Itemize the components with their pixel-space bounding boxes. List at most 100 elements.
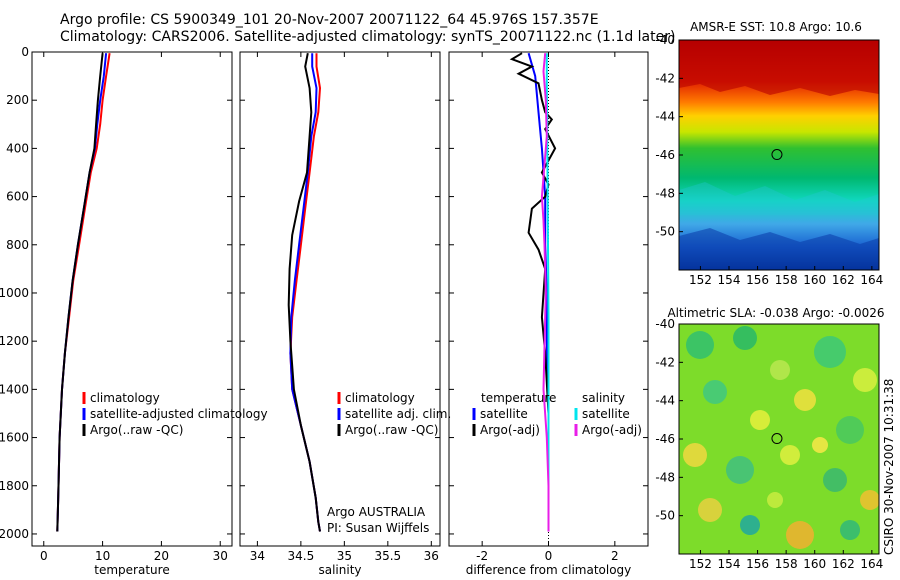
salinity-legend: climatology satellite adj. clim. Argo(..… (327, 391, 451, 535)
legend-header-salinity: salinity (582, 391, 625, 405)
argo-position-marker (771, 149, 783, 161)
plot-frame (239, 51, 441, 547)
map-x-tick-label: 164 (860, 557, 883, 571)
map-x-tick-label: 152 (689, 557, 712, 571)
y-tick-label: 0 (21, 45, 29, 59)
sla-anomaly-patch (836, 416, 864, 444)
sla-anomaly-patch (823, 468, 847, 492)
map-x-tick-label: 162 (832, 273, 855, 287)
sla-anomaly-patch (683, 443, 707, 467)
x-tick-label: -2 (476, 549, 488, 563)
map-y-tick-label: -50 (655, 509, 675, 523)
legend-satellite-adj: satellite adj. clim. (345, 407, 451, 421)
sla-anomaly-patch (733, 326, 757, 350)
sla-anomaly-patch (812, 437, 828, 453)
map-x-tick-label: 160 (803, 557, 826, 571)
sla-anomaly-patch (767, 492, 783, 508)
sla-anomaly-patch (703, 380, 727, 404)
legend-argo: Argo(..raw -QC) (90, 423, 183, 437)
legend-header-temperature: temperature (481, 391, 556, 405)
map-x-tick-label: 154 (718, 557, 741, 571)
legend-climatology: climatology (345, 391, 415, 405)
sst-cyan-band (679, 182, 879, 215)
map-x-tick-label: 164 (860, 273, 883, 287)
sst-map-title: AMSR-E SST: 10.8 Argo: 10.6 (690, 20, 862, 34)
x-tick-label: 36 (424, 549, 439, 563)
legend-satellite-adjusted: satellite-adjusted climatology (90, 407, 268, 421)
x-tick-label: 35 (337, 549, 352, 563)
credit-text: CSIRO 30-Nov-2007 10:31:38 (882, 379, 896, 555)
map-x-tick-label: 158 (775, 557, 798, 571)
sla-anomaly-patch (770, 360, 790, 380)
sst-map (679, 40, 879, 270)
difference-legend: temperature salinity satellite Argo(-adj… (472, 391, 642, 437)
legend-argo: Argo(..raw -QC) (345, 423, 438, 437)
y-tick-label: 1600 (0, 431, 29, 445)
map-y-tick-label: -44 (655, 394, 675, 408)
map-y-tick-label: -50 (655, 225, 675, 239)
series-salinity-satellite (545, 53, 550, 532)
sla-map-axes: 152 154 156 158 160 162 164 -40 -42 -44 -46 -48 -50 (655, 317, 883, 571)
y-tick-label: 600 (6, 190, 29, 204)
x-tick-label: 35.5 (374, 549, 401, 563)
legend-sal-argo: Argo(-adj) (582, 423, 642, 437)
sst-warm-band (679, 40, 879, 96)
map-y-tick-label: -46 (655, 432, 675, 446)
sla-anomaly-patch (814, 336, 846, 368)
sla-anomaly-patch (860, 490, 879, 510)
map-y-tick-label: -44 (655, 110, 675, 124)
x-axis-label: difference from climatology (466, 563, 632, 577)
map-y-tick-label: -48 (655, 186, 675, 200)
x-tick-label: 10 (95, 549, 110, 563)
y-tick-label: 1800 (0, 479, 29, 493)
sst-cold-band (679, 228, 879, 270)
sla-anomaly-patch (794, 389, 816, 411)
sst-map-axes: 152 154 156 158 160 162 164 -40 -42 -44 -46 -48 -50 (655, 33, 883, 287)
x-tick-label: 0 (40, 549, 48, 563)
map-x-tick-label: 158 (775, 273, 798, 287)
sla-anomaly-patch (726, 456, 754, 484)
y-tick-label: 1000 (0, 286, 29, 300)
legend-temp-satellite: satellite (480, 407, 528, 421)
map-x-tick-label: 156 (746, 273, 769, 287)
map-y-tick-label: -42 (655, 71, 675, 85)
map-y-tick-label: -46 (655, 148, 675, 162)
y-tick-label: 2000 (0, 527, 29, 541)
y-tick-label: 200 (6, 93, 29, 107)
x-tick-label: 20 (154, 549, 169, 563)
annotation-pi: PI: Susan Wijffels (327, 521, 429, 535)
header-line-1: Argo profile: CS 5900349_101 20-Nov-2007… (60, 12, 599, 28)
sla-anomaly-patch (853, 368, 877, 392)
sla-anomaly-patch (698, 498, 722, 522)
series-argo-raw-qc- (287, 53, 321, 532)
x-tick-label: 0 (545, 549, 553, 563)
sla-map (679, 324, 879, 554)
map-y-tick-label: -40 (655, 317, 675, 331)
sla-anomaly-patch (780, 445, 800, 465)
sla-anomaly-patch (786, 521, 814, 549)
y-tick-label: 1400 (0, 382, 29, 396)
series-argo-raw-qc- (56, 53, 104, 532)
salinity-panel: 34 34.5 35 35.5 36 salinity (239, 51, 441, 577)
y-tick-label: 800 (6, 238, 29, 252)
map-y-tick-label: -48 (655, 470, 675, 484)
x-tick-label: 2 (611, 549, 619, 563)
legend-temp-argo: Argo(-adj) (480, 423, 540, 437)
map-x-tick-label: 156 (746, 557, 769, 571)
header-line-2: Climatology: CARS2006. Satellite-adjuste… (60, 29, 676, 45)
x-tick-label: 34 (250, 549, 265, 563)
x-axis-label: temperature (94, 563, 169, 577)
sla-map-title: Altimetric SLA: -0.038 Argo: -0.0026 (667, 306, 884, 320)
sla-anomaly-patch (686, 331, 714, 359)
annotation-argo-australia: Argo AUSTRALIA (327, 505, 426, 519)
y-tick-label: 400 (6, 141, 29, 155)
sla-anomaly-patch (750, 410, 770, 430)
map-y-tick-label: -42 (655, 355, 675, 369)
series-salinity-argo-adj- (540, 53, 550, 532)
x-tick-label: 30 (213, 549, 228, 563)
sla-anomaly-patch (740, 515, 760, 535)
y-tick-label: 1200 (0, 334, 29, 348)
map-x-tick-label: 160 (803, 273, 826, 287)
